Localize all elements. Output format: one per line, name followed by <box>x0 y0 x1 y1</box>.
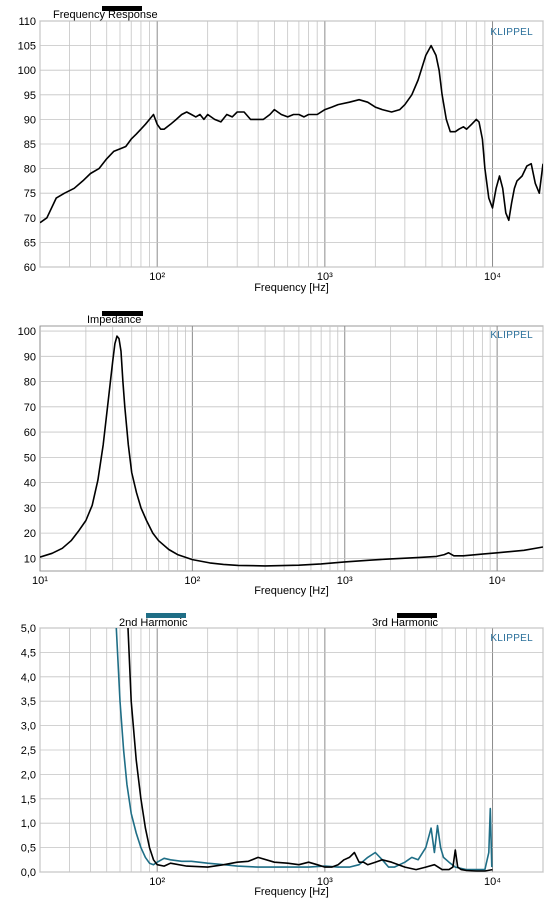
y-tick-label: 5,0 <box>21 623 36 635</box>
legend-swatch <box>397 613 437 618</box>
legend-label: 3rd Harmonic <box>372 617 439 629</box>
x-axis-label: Frequency [Hz] <box>254 585 329 597</box>
chart-panel-3: 0,0 0,5 1,0 1,5 2,0 2,5 3,0 3,5 4,0 4,5 5,0 10² 10³ 1… <box>21 613 544 898</box>
x-axis-label: Frequency [Hz] <box>254 886 329 898</box>
y-tick-label: 100 <box>18 326 36 338</box>
legend-swatch <box>146 613 186 618</box>
y-tick-label: 50 <box>24 452 36 464</box>
brand-logo: KLIPPEL <box>490 633 533 644</box>
x-tick-label: 10⁴ <box>489 575 506 587</box>
x-tick-label: 10¹ <box>32 575 48 587</box>
y-tick-label: 85 <box>24 139 36 151</box>
x-tick-label: 10⁴ <box>484 876 501 888</box>
x-tick-label: 10⁴ <box>484 271 501 283</box>
y-tick-label: 60 <box>24 262 36 274</box>
x-tick-label: 10³ <box>337 575 353 587</box>
plot-frame <box>39 325 544 572</box>
y-tick-label: 60 <box>24 427 36 439</box>
y-tick-label: 110 <box>18 16 36 28</box>
y-tick-label: 80 <box>24 164 36 176</box>
y-tick-label: 1,5 <box>21 794 36 806</box>
legend-swatch <box>102 311 143 316</box>
y-tick-label: 20 <box>24 528 36 540</box>
y-tick-label: 90 <box>24 114 36 126</box>
x-tick-label: 10² <box>184 575 200 587</box>
y-tick-label: 4,5 <box>21 647 36 659</box>
y-tick-label: 4,0 <box>21 672 36 684</box>
x-tick-label: 10² <box>149 271 165 283</box>
legend-label: Frequency Response <box>53 9 158 21</box>
y-tick-label: 3,0 <box>21 721 36 733</box>
y-tick-label: 100 <box>18 65 36 77</box>
chart-panel-1: 60 65 70 75 80 85 90 95 100 105 110 10² 10³ 10⁴ Freque… <box>18 6 544 294</box>
y-tick-label: 0,5 <box>21 843 36 855</box>
y-tick-label: 2,0 <box>21 769 36 781</box>
y-tick-label: 2,5 <box>21 745 36 757</box>
series-line-1 <box>40 335 543 567</box>
y-tick-label: 75 <box>24 188 36 200</box>
legend-label: 2nd Harmonic <box>119 617 188 629</box>
chart-panel-2: 10 20 30 40 50 60 70 80 90 100 10¹ 10² 10³ 10⁴ Frequen… <box>18 311 544 597</box>
series-line-2 <box>127 628 493 872</box>
y-tick-label: 65 <box>24 237 36 249</box>
y-tick-label: 90 <box>24 351 36 363</box>
brand-logo: KLIPPEL <box>490 330 533 341</box>
y-tick-label: 95 <box>24 90 36 102</box>
y-tick-label: 30 <box>24 503 36 515</box>
brand-logo: KLIPPEL <box>490 27 533 38</box>
y-tick-label: 0,0 <box>21 867 36 879</box>
legend-swatch <box>102 6 142 11</box>
x-axis-label: Frequency [Hz] <box>254 282 329 294</box>
y-tick-label: 105 <box>18 41 36 53</box>
y-tick-label: 40 <box>24 478 36 490</box>
y-tick-label: 10 <box>24 553 36 565</box>
series-line-1 <box>40 44 543 224</box>
x-tick-label: 10³ <box>317 876 333 888</box>
x-tick-label: 10² <box>149 876 165 888</box>
y-tick-label: 80 <box>24 377 36 389</box>
y-tick-label: 70 <box>24 402 36 414</box>
series-line-1 <box>115 628 493 871</box>
x-tick-label: 10³ <box>317 271 333 283</box>
y-tick-label: 3,5 <box>21 696 36 708</box>
legend-label: Impedance <box>87 314 141 326</box>
y-tick-label: 1,0 <box>21 818 36 830</box>
y-tick-label: 70 <box>24 213 36 225</box>
